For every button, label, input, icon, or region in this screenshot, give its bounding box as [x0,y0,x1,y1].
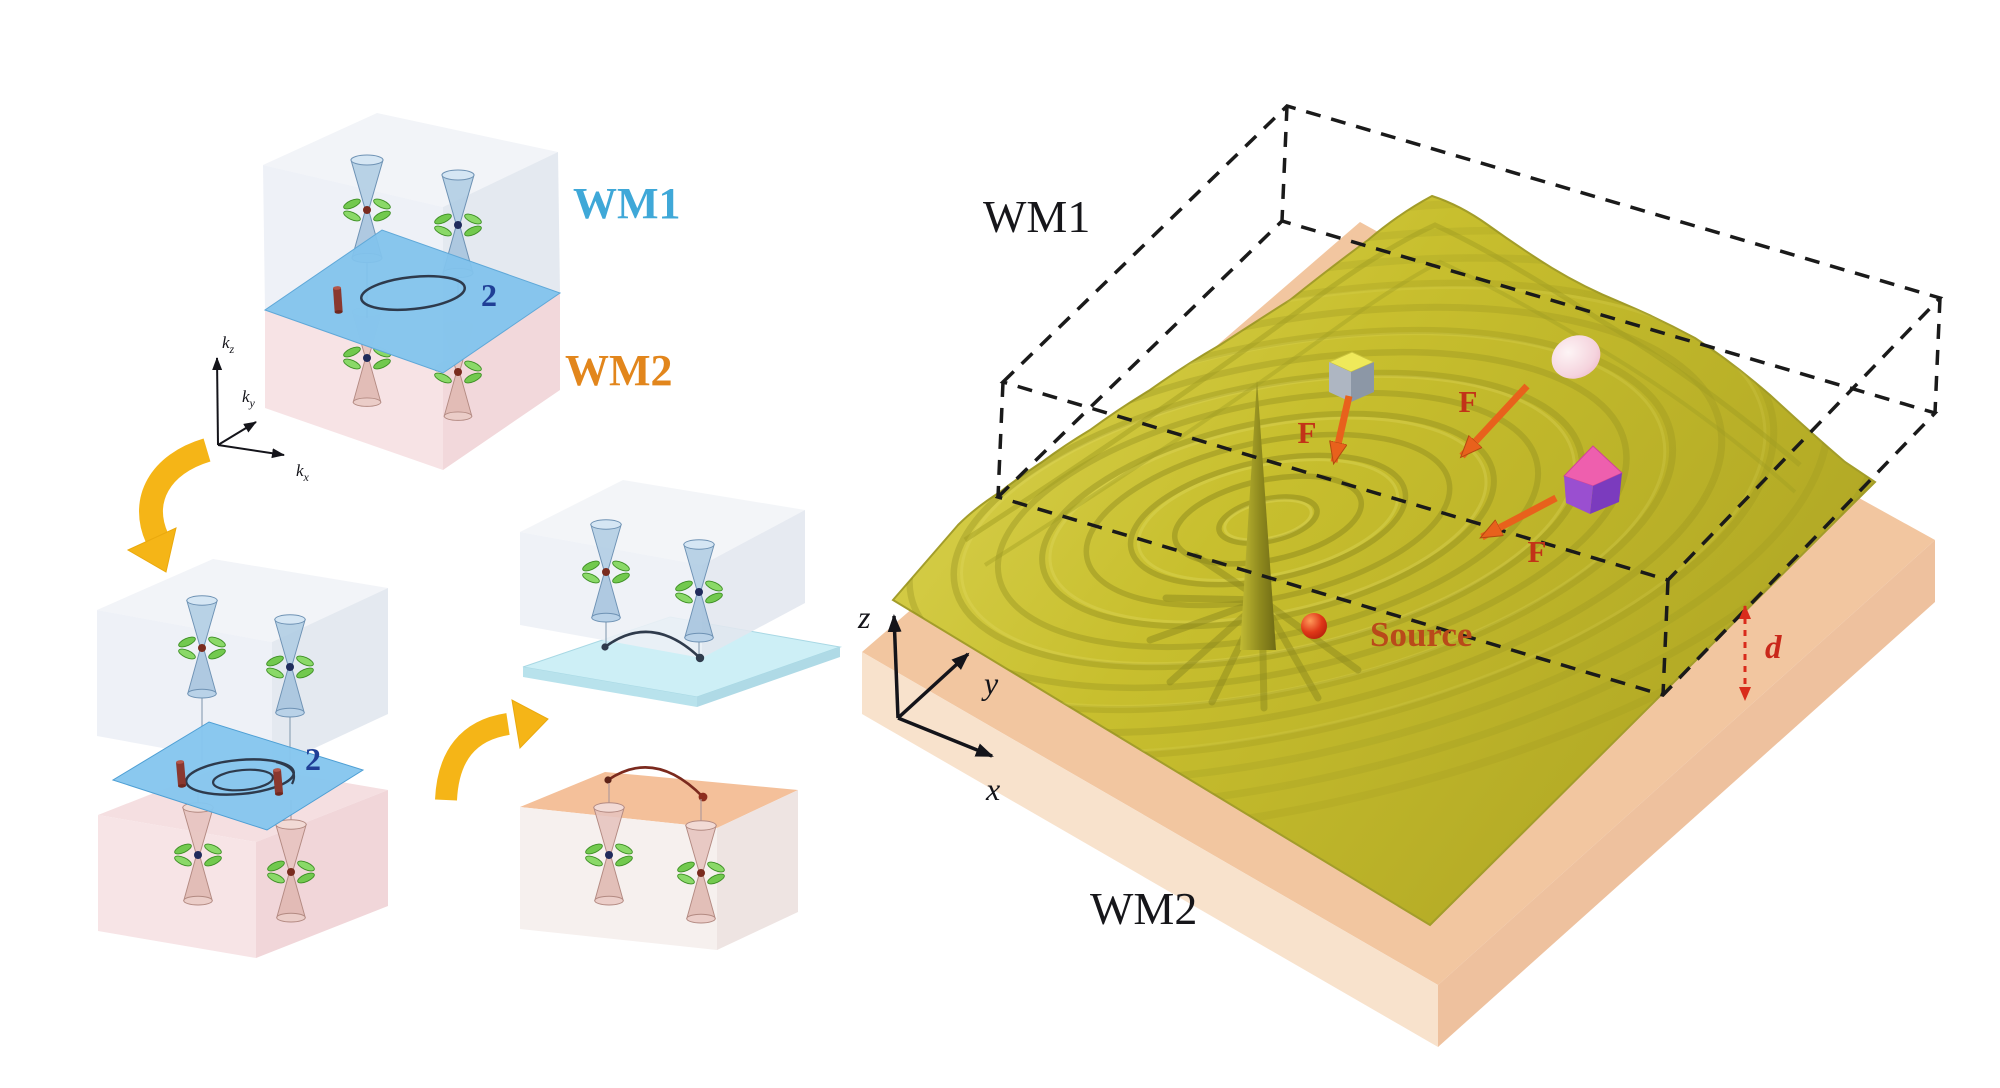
middle-weyl-block: 2 [97,559,388,958]
gap-annotation: d [1739,605,1782,701]
force-arrow [1482,494,1558,541]
probe-polyhedron [1563,445,1623,514]
weyl-loop [360,274,466,312]
weyl-node [602,568,610,576]
wm2-label-right: WM2 [1090,883,1197,934]
right-panel: F F F Source d z y x WM1 WM2 [857,104,1944,1047]
fermi-arc [607,766,704,798]
force-arrow [1334,395,1353,462]
weyl-node [287,868,295,876]
kx-axis-label: kx [296,461,310,484]
charge-number-label: 2 [305,741,321,777]
force-arrow [1459,383,1530,456]
weyl-node [194,851,202,859]
blue-plate [522,616,842,707]
arc-endpoint [601,643,609,651]
weyl-node [695,588,703,596]
weyl-node [605,851,613,859]
force-label: F [1298,415,1317,450]
force-label: F [1528,534,1547,569]
ridge-line [963,222,1802,543]
interface-plane [263,229,562,374]
coordinate-axes: z y x [857,599,1000,807]
top-weyl-block: 2 [263,113,562,470]
weyl-node [363,354,371,362]
charge-number-label: 2 [481,277,497,313]
weyl-node [363,206,371,214]
source-spike [1240,380,1276,650]
momentum-axes: kz ky kx [212,333,310,484]
wm1-label-right: WM1 [983,191,1090,242]
kz-axis-label: kz [222,333,235,356]
surface-wave [891,194,1877,927]
wm2-slab [265,293,560,470]
y-axis-label: y [981,665,999,701]
gap-label: d [1765,630,1782,666]
weyl-node [454,368,462,376]
wm1-surface-block [520,480,842,707]
transition-arrow-icon [126,438,211,573]
weyl-spiral-link [275,760,296,785]
ridge-line [983,259,1797,567]
weyl-node [454,221,462,229]
source-marker [1301,613,1327,639]
weyl-node [198,644,206,652]
interface-plane [111,721,365,831]
ky-axis-label: ky [242,387,256,410]
probe-cube [1327,351,1376,402]
force-arrows: F F F [1298,383,1558,569]
weyl-node [286,663,294,671]
probe-ellipsoid [1551,335,1601,379]
weyl-spiral-inner [212,768,274,792]
arc-endpoint [695,653,705,663]
wm1-label-left: WM1 [573,179,681,228]
fermi-arc [604,630,701,659]
arc-endpoint [698,792,708,802]
source-label: Source [1370,615,1472,654]
arc-endpoint [604,776,612,784]
wm2-surface-block [520,766,798,950]
dashed-wm1-box [994,104,1944,697]
x-axis-label: x [985,771,1000,807]
z-axis-label: z [857,599,871,635]
wm2-slab [520,772,798,950]
wm2-label-left: WM2 [565,346,673,395]
weyl-node [697,869,705,877]
left-panel: 2 WM1 WM2 kz ky kx [97,113,842,958]
wm1-slab [520,480,805,658]
transition-arrow-icon [435,699,549,801]
force-label: F [1459,384,1478,419]
